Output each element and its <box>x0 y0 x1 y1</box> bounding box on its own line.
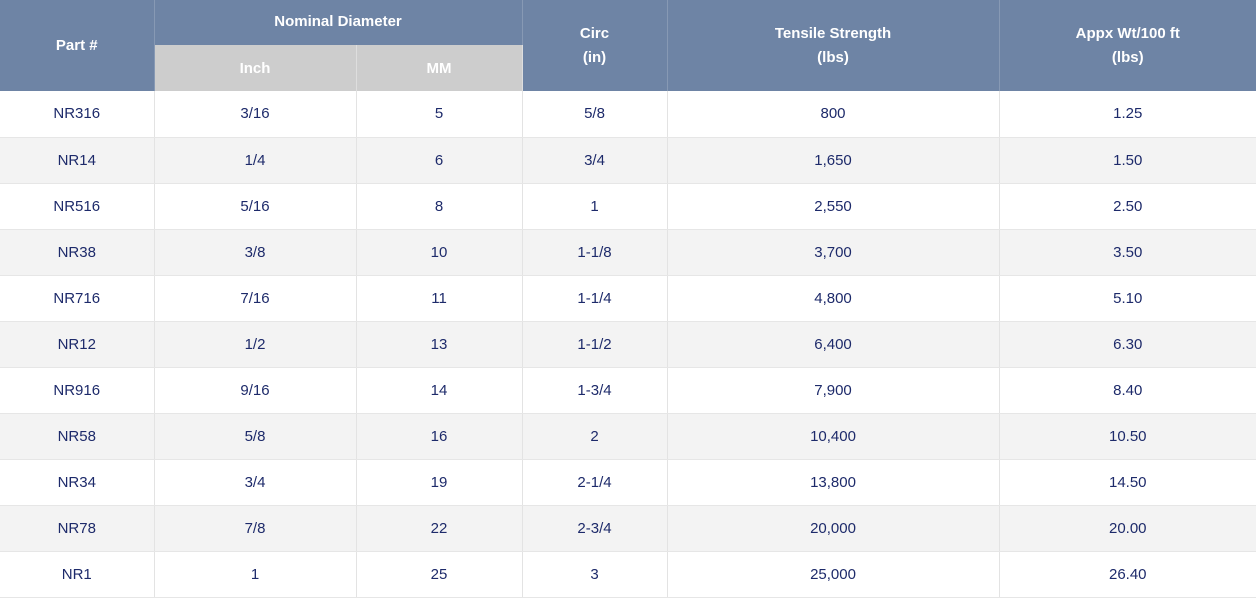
table-row: NR12 1/2 13 1-1/2 6,400 6.30 <box>0 321 1256 368</box>
cell-weight: 8.40 <box>999 367 1256 414</box>
cell-part: NR78 <box>0 505 155 552</box>
header-part: Part # <box>0 0 155 91</box>
cell-tensile: 6,400 <box>667 321 1000 368</box>
cell-part: NR14 <box>0 137 155 184</box>
cell-tensile: 800 <box>667 91 1000 138</box>
cell-circ: 1-1/8 <box>522 229 668 276</box>
cell-inch: 3/16 <box>154 91 357 138</box>
cell-weight: 6.30 <box>999 321 1256 368</box>
cell-mm: 6 <box>356 137 523 184</box>
cell-mm: 5 <box>356 91 523 138</box>
cell-weight: 5.10 <box>999 275 1256 322</box>
cell-part: NR1 <box>0 551 155 598</box>
cell-tensile: 10,400 <box>667 413 1000 460</box>
cell-weight: 2.50 <box>999 183 1256 230</box>
cell-inch: 1/4 <box>154 137 357 184</box>
cell-mm: 16 <box>356 413 523 460</box>
cell-part: NR58 <box>0 413 155 460</box>
cell-inch: 9/16 <box>154 367 357 414</box>
cell-inch: 3/4 <box>154 459 357 506</box>
header-weight-line2: (lbs) <box>1111 48 1144 66</box>
cell-circ: 3 <box>522 551 668 598</box>
table-row: NR716 7/16 11 1-1/4 4,800 5.10 <box>0 275 1256 322</box>
cell-tensile: 7,900 <box>667 367 1000 414</box>
cell-weight: 1.50 <box>999 137 1256 184</box>
header-tensile-line2: (lbs) <box>817 48 849 66</box>
table-row: NR516 5/16 8 1 2,550 2.50 <box>0 183 1256 230</box>
cell-circ: 1-3/4 <box>522 367 668 414</box>
table-row: NR14 1/4 6 3/4 1,650 1.50 <box>0 137 1256 184</box>
cell-part: NR916 <box>0 367 155 414</box>
cell-mm: 8 <box>356 183 523 230</box>
cell-circ: 3/4 <box>522 137 668 184</box>
cell-circ: 1-1/2 <box>522 321 668 368</box>
header-row-top: Part # Nominal Diameter Circ (in) Tensil… <box>0 0 1256 91</box>
table-header: Part # Nominal Diameter Circ (in) Tensil… <box>0 0 1256 91</box>
cell-inch: 7/16 <box>154 275 357 322</box>
cell-circ: 1 <box>522 183 668 230</box>
header-weight-line1: Appx Wt/100 ft <box>1075 24 1180 42</box>
cell-inch: 5/16 <box>154 183 357 230</box>
header-circ: Circ (in) <box>522 0 668 91</box>
header-circ-line2: (in) <box>582 48 607 66</box>
cell-mm: 14 <box>356 367 523 414</box>
cell-circ: 2 <box>522 413 668 460</box>
cell-mm: 13 <box>356 321 523 368</box>
cell-tensile: 20,000 <box>667 505 1000 552</box>
table-row: NR38 3/8 10 1-1/8 3,700 3.50 <box>0 229 1256 276</box>
cell-weight: 10.50 <box>999 413 1256 460</box>
header-inch: Inch <box>154 45 357 91</box>
cell-tensile: 3,700 <box>667 229 1000 276</box>
cell-circ: 2-3/4 <box>522 505 668 552</box>
cell-tensile: 25,000 <box>667 551 1000 598</box>
header-tensile-line1: Tensile Strength <box>774 24 892 42</box>
cell-mm: 11 <box>356 275 523 322</box>
header-row-sub: Inch MM <box>0 45 1256 91</box>
cell-part: NR38 <box>0 229 155 276</box>
cell-inch: 1/2 <box>154 321 357 368</box>
cell-part: NR316 <box>0 91 155 138</box>
cell-circ: 2-1/4 <box>522 459 668 506</box>
cell-tensile: 4,800 <box>667 275 1000 322</box>
cell-tensile: 1,650 <box>667 137 1000 184</box>
cell-circ: 1-1/4 <box>522 275 668 322</box>
table-body: NR316 3/16 5 5/8 800 1.25 NR14 1/4 6 3/4 1,650 1.50… <box>0 91 1256 598</box>
cell-weight: 14.50 <box>999 459 1256 506</box>
cell-part: NR34 <box>0 459 155 506</box>
cell-mm: 10 <box>356 229 523 276</box>
header-mm: MM <box>356 45 523 91</box>
cell-mm: 22 <box>356 505 523 552</box>
cell-circ: 5/8 <box>522 91 668 138</box>
cell-inch: 1 <box>154 551 357 598</box>
cell-inch: 5/8 <box>154 413 357 460</box>
cell-weight: 26.40 <box>999 551 1256 598</box>
table-row: NR78 7/8 22 2-3/4 20,000 20.00 <box>0 505 1256 552</box>
cell-inch: 3/8 <box>154 229 357 276</box>
cell-part: NR12 <box>0 321 155 368</box>
table-row: NR34 3/4 19 2-1/4 13,800 14.50 <box>0 459 1256 506</box>
cell-weight: 1.25 <box>999 91 1256 138</box>
cell-weight: 20.00 <box>999 505 1256 552</box>
table-row: NR1 1 25 3 25,000 26.40 <box>0 551 1256 598</box>
cell-part: NR516 <box>0 183 155 230</box>
cell-mm: 19 <box>356 459 523 506</box>
table-row: NR316 3/16 5 5/8 800 1.25 <box>0 91 1256 138</box>
cell-weight: 3.50 <box>999 229 1256 276</box>
table-row: NR916 9/16 14 1-3/4 7,900 8.40 <box>0 367 1256 414</box>
cell-part: NR716 <box>0 275 155 322</box>
cell-tensile: 2,550 <box>667 183 1000 230</box>
cell-tensile: 13,800 <box>667 459 1000 506</box>
header-weight: Appx Wt/100 ft (lbs) <box>999 0 1256 91</box>
header-tensile-strength: Tensile Strength (lbs) <box>667 0 1000 91</box>
cell-mm: 25 <box>356 551 523 598</box>
header-circ-line1: Circ <box>579 24 610 42</box>
header-nominal-diameter: Nominal Diameter <box>154 0 523 45</box>
table-row: NR58 5/8 16 2 10,400 10.50 <box>0 413 1256 460</box>
cell-inch: 7/8 <box>154 505 357 552</box>
